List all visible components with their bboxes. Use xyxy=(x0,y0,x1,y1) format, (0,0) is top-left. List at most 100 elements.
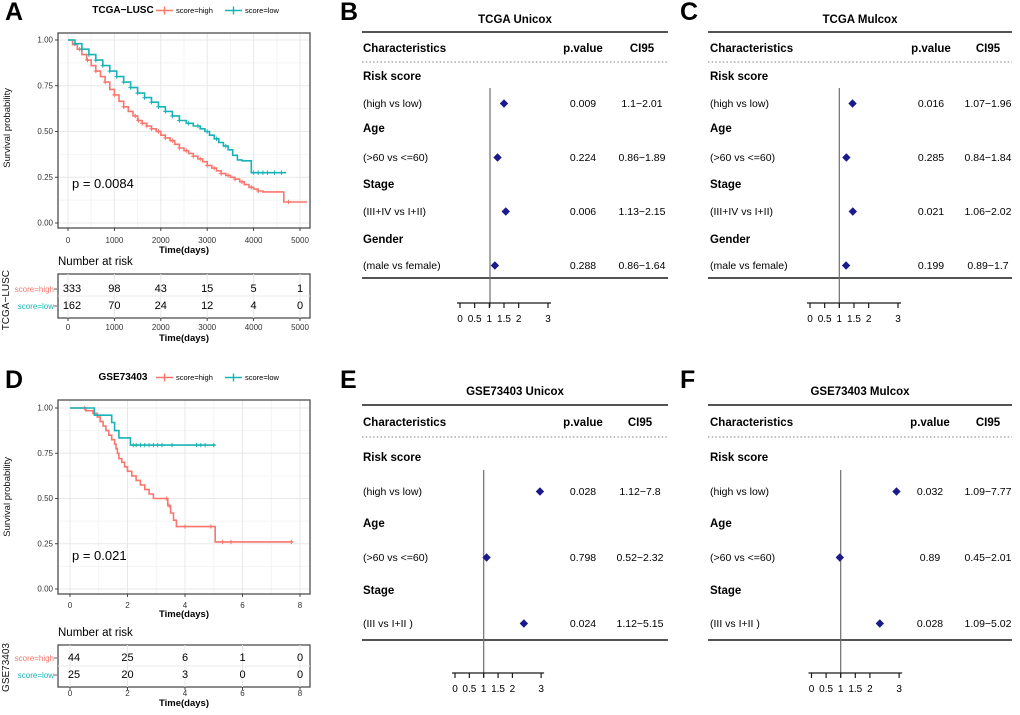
forest-row-group-label: Age xyxy=(710,123,732,135)
risk-x-tick-label: 8 xyxy=(298,689,303,698)
panel-km-tcga: 1.00 0.75 0.50 0.25 0.00 0 1000 2000 3000 4000 500… xyxy=(0,0,335,358)
risk-x-tick-label: 4 xyxy=(183,689,188,698)
forest-row-pvalue: 0.009 xyxy=(570,98,596,110)
risk-row-label-high: score=high xyxy=(14,654,54,663)
risk-x-tick-label: 0 xyxy=(66,323,71,332)
forest-row-group-label: Gender xyxy=(710,234,751,246)
col-header-ci95: CI95 xyxy=(975,43,1001,55)
hr-axis-tick-label: 1.5 xyxy=(497,314,511,325)
forest-row-item-label: (>60 vs <=60) xyxy=(363,152,428,164)
legend-label-high: score=high xyxy=(176,6,213,15)
forest-row-item-label: (>60 vs <=60) xyxy=(363,552,428,564)
forest-row-ci: 0.84−1.84 xyxy=(964,152,1011,164)
hr-axis-tick-label: 0.5 xyxy=(819,684,833,695)
forest-row-pvalue: 0.288 xyxy=(570,260,596,272)
hr-point-diamond-icon xyxy=(519,619,529,628)
panel-letter-f: F xyxy=(680,366,696,394)
y-tick-label: 0.50 xyxy=(37,494,53,503)
x-tick-label: 2000 xyxy=(152,236,170,245)
forest-title: GSE73403 Unicox xyxy=(466,386,564,398)
forest-row-item-label: (>60 vs <=60) xyxy=(710,552,775,564)
forest-row-item-label: (>60 vs <=60) xyxy=(710,152,775,164)
y-tick-label: 0.00 xyxy=(37,585,53,594)
forest-row-group-label: Age xyxy=(710,518,732,530)
p-value-label: p = 0.0084 xyxy=(72,176,134,191)
panel-forest-tcga-mulcox: 0 0.5 1 1.5 2 3 Risk score (high vs low) 0.016 1.… xyxy=(675,0,1020,358)
km-plot-border xyxy=(57,399,311,595)
x-axis-label: Time(days) xyxy=(159,245,209,256)
risk-row-label-low: score=low xyxy=(17,302,54,311)
risk-count: 0 xyxy=(239,669,245,681)
panel-letter-d: D xyxy=(5,366,24,394)
km-plot-tcga-svg: 1.000.750.500.250.000 1000 2000 3000 4000 500… xyxy=(37,32,311,332)
forest-row-ci: 1.07−1.96 xyxy=(964,98,1011,110)
risk-count: 3 xyxy=(182,669,188,681)
x-tick-label: 3000 xyxy=(198,236,216,245)
risk-x-axis-label: Time(days) xyxy=(159,698,209,709)
forest-row-ci: 0.45−2.01 xyxy=(964,552,1011,564)
forest-row-pvalue: 0.006 xyxy=(570,206,596,218)
hr-axis-tick-label: 0.5 xyxy=(818,314,832,325)
forest-row-group-label: Gender xyxy=(363,234,404,246)
hr-axis-tick-label: 1.5 xyxy=(847,314,861,325)
forest-row-pvalue: 0.016 xyxy=(918,98,944,110)
hr-axis-tick-label: 0.5 xyxy=(462,684,476,695)
panel-forest-gse-unicox: 0 0.5 1 1.5 2 3 Risk score (high vs low) 0.028 1.… xyxy=(335,358,675,715)
hr-axis-tick-label: 3 xyxy=(545,314,551,325)
legend-label-low: score=low xyxy=(245,373,279,382)
hr-point-diamond-icon xyxy=(499,99,509,108)
risk-count: 98 xyxy=(108,283,120,295)
y-axis-label: Survival probability xyxy=(2,88,13,168)
forest-row-item-label: (III+IV vs I+II) xyxy=(363,206,426,218)
col-header-characteristics: Characteristics xyxy=(363,43,447,55)
panel-forest-tcga-unicox: 0 0.5 1 1.5 2 3 Risk score (high vs low) 0.009 1.… xyxy=(335,0,675,358)
hr-point-diamond-icon xyxy=(842,153,851,162)
panel-forest-gse-mulcox: 0 0.5 1 1.5 2 3 Risk score (high vs low) 0.032 1.… xyxy=(675,358,1020,715)
risk-count: 20 xyxy=(121,669,133,681)
forest-row-item-label: (male vs female) xyxy=(363,260,441,272)
forest-row-pvalue: 0.224 xyxy=(570,152,596,164)
y-tick-label: 1.00 xyxy=(37,36,53,45)
hr-point-diamond-icon xyxy=(835,553,845,562)
forest-row-pvalue: 0.199 xyxy=(918,260,944,272)
risk-x-axis-label: Time(days) xyxy=(159,333,209,344)
hr-axis-tick-label: 2 xyxy=(516,314,522,325)
risk-count: 0 xyxy=(297,300,303,312)
hr-axis-tick-label: 1 xyxy=(838,684,844,695)
hr-axis-tick-label: 2 xyxy=(867,684,873,695)
hr-point-diamond-icon xyxy=(535,487,545,496)
hr-axis-tick-label: 0 xyxy=(457,314,463,325)
km-curve-score=high xyxy=(70,407,293,543)
forest-row-group-label: Risk score xyxy=(363,452,421,464)
x-tick-label: 6 xyxy=(240,601,245,610)
col-header-ci95: CI95 xyxy=(627,417,653,429)
forest-row-item-label: (high vs low) xyxy=(363,486,422,498)
risk-count: 25 xyxy=(68,669,80,681)
legend-item-score-high: score=high xyxy=(156,373,213,382)
km-curve-score=high xyxy=(68,39,307,203)
risk-count: 162 xyxy=(63,300,81,312)
legend-label-low: score=low xyxy=(245,6,279,15)
x-tick-label: 0 xyxy=(68,601,73,610)
risk-x-tick-label: 6 xyxy=(240,689,245,698)
forest-gse-unicox-svg: 0 0.5 1 1.5 2 3 Risk score (high vs low) 0.028 1.… xyxy=(362,404,668,695)
hr-axis-tick-label: 1.5 xyxy=(848,684,862,695)
forest-row-item-label: (high vs low) xyxy=(710,98,769,110)
forest-row-ci: 1.09−7.77 xyxy=(964,486,1011,498)
hr-point-diamond-icon xyxy=(875,619,885,628)
risk-table-heading: Number at risk xyxy=(58,256,133,268)
risk-x-tick-label: 2 xyxy=(125,689,130,698)
hr-point-diamond-icon xyxy=(482,553,491,562)
risk-count: 333 xyxy=(63,283,81,295)
x-tick-label: 2 xyxy=(125,601,130,610)
col-header-characteristics: Characteristics xyxy=(363,417,447,429)
forest-row-group-label: Risk score xyxy=(710,452,768,464)
y-tick-label: 0.75 xyxy=(37,449,53,458)
risk-count: 0 xyxy=(297,652,303,664)
risk-count: 0 xyxy=(297,669,303,681)
forest-row-ci: 1.12−5.15 xyxy=(616,618,663,630)
forest-row-ci: 1.1−2.01 xyxy=(621,98,662,110)
risk-table-heading: Number at risk xyxy=(58,627,133,639)
legend-item-score-high: score=high xyxy=(156,6,213,15)
